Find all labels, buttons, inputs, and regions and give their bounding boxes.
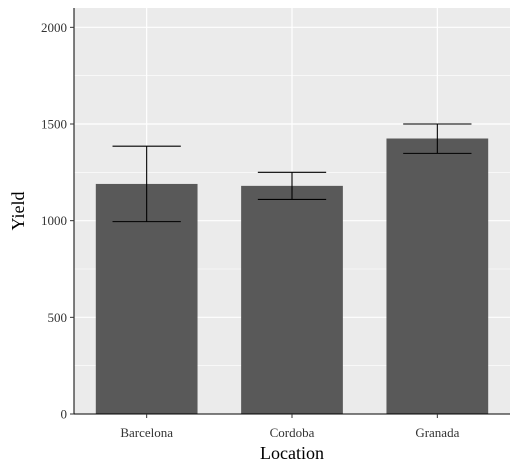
bar-cordoba xyxy=(241,185,343,414)
bar-barcelona xyxy=(95,183,198,414)
y-tick-label: 1000 xyxy=(41,213,67,228)
bar-granada xyxy=(386,138,489,414)
bars xyxy=(95,138,489,414)
y-tick-label: 1500 xyxy=(41,117,67,132)
error-bar-barcelona xyxy=(112,145,181,223)
y-tick-label: 2000 xyxy=(41,20,67,35)
error-bar-cordoba xyxy=(257,171,327,200)
x-tick-label: Cordoba xyxy=(270,425,315,440)
x-tick-label: Granada xyxy=(415,425,459,440)
y-axis-title: Yield xyxy=(8,192,28,231)
error-bars xyxy=(112,123,472,223)
error-bar-granada xyxy=(403,123,472,154)
x-axis: Barcelona Cordoba Granada xyxy=(74,413,510,440)
y-axis: 0 500 1000 1500 2000 xyxy=(41,8,75,422)
y-tick-label: 0 xyxy=(61,407,68,422)
x-tick-label: Barcelona xyxy=(120,425,173,440)
x-axis-title: Location xyxy=(260,443,324,463)
y-tick-label: 500 xyxy=(48,310,68,325)
